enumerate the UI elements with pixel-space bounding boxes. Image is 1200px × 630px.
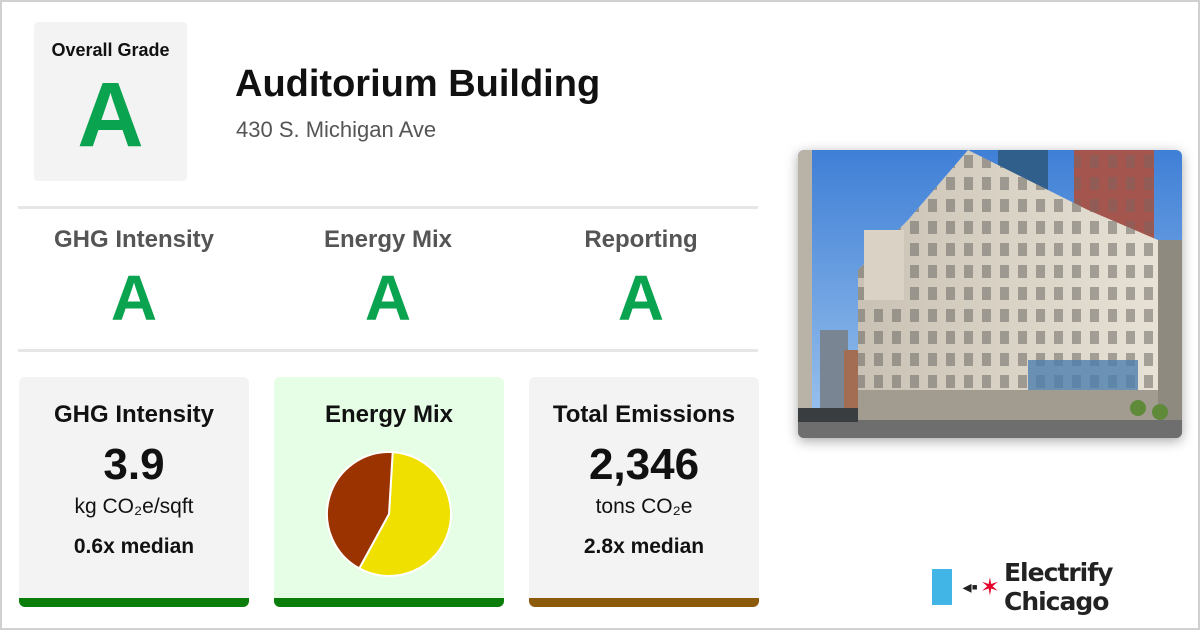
- total-emissions-value: 2,346: [588, 440, 700, 489]
- card-title: GHG Intensity: [53, 401, 215, 428]
- building-name: Auditorium Building: [235, 63, 601, 105]
- ghg-intensity-value: 3.9: [103, 440, 165, 489]
- chicago-star-icon: ✶: [979, 573, 1000, 601]
- total-emissions-card: Total Emissions 2,346 tons CO₂e 2.8x med…: [529, 377, 759, 607]
- brand-flag-icon: [932, 569, 953, 605]
- ghg-intensity-unit: kg CO₂e/sqft: [74, 495, 194, 518]
- electrify-chicago-logo: ◂▪ ✶ Electrify Chicago: [932, 558, 1200, 616]
- energy-mix-card: Energy Mix: [274, 377, 504, 607]
- grade-category-label: Reporting: [584, 226, 698, 253]
- card-title: Energy Mix: [324, 401, 454, 428]
- grade-category-label: Energy Mix: [323, 226, 453, 253]
- divider-top: [18, 206, 758, 209]
- energy-mix-pie-chart: [326, 451, 452, 577]
- pie-slice-1: [326, 451, 394, 570]
- ghg-intensity-median: 0.6x median: [73, 535, 195, 558]
- ghg-intensity-card: GHG Intensity 3.9 kg CO₂e/sqft 0.6x medi…: [19, 377, 249, 607]
- plug-icon: ◂▪: [962, 576, 978, 597]
- grade-ghg-intensity: GHG Intensity A: [19, 226, 249, 330]
- building-photo: [798, 150, 1182, 438]
- overall-grade-box: Overall Grade A: [34, 22, 187, 181]
- overall-grade-letter: A: [77, 64, 144, 166]
- pie-slice-0: [357, 451, 452, 577]
- building-address: 430 S. Michigan Ave: [236, 117, 437, 142]
- grade-letter: A: [110, 262, 158, 334]
- total-emissions-median: 2.8x median: [583, 535, 705, 558]
- status-bar: [19, 598, 249, 607]
- status-bar: [529, 598, 759, 607]
- overall-grade-label: Overall Grade: [51, 40, 170, 60]
- grade-energy-mix: Energy Mix A: [273, 226, 503, 330]
- grade-letter: A: [364, 262, 412, 334]
- status-bar: [274, 598, 504, 607]
- divider-bottom: [18, 349, 758, 352]
- total-emissions-unit: tons CO₂e: [595, 495, 693, 518]
- grade-letter: A: [617, 262, 665, 334]
- card-title: Total Emissions: [552, 401, 736, 428]
- brand-name: Electrify Chicago: [1003, 558, 1113, 616]
- grade-category-label: GHG Intensity: [53, 226, 215, 253]
- grade-reporting: Reporting A: [526, 226, 756, 330]
